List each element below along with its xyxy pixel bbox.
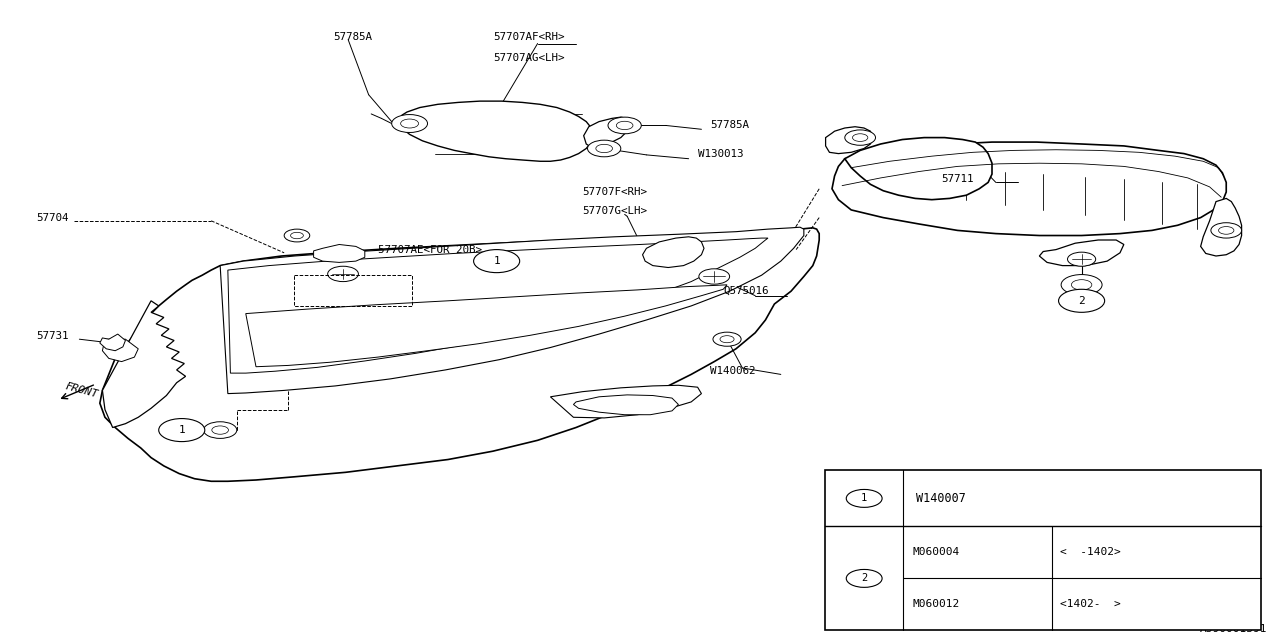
Text: 1: 1 — [493, 256, 500, 266]
Circle shape — [1061, 275, 1102, 295]
Text: A590001391: A590001391 — [1199, 623, 1267, 634]
Text: Q575016: Q575016 — [723, 286, 769, 296]
Text: 57711: 57711 — [941, 174, 973, 184]
Circle shape — [401, 119, 419, 128]
Polygon shape — [246, 285, 727, 367]
Text: <  -1402>: < -1402> — [1060, 547, 1121, 557]
Polygon shape — [102, 301, 186, 428]
Circle shape — [595, 144, 613, 153]
Circle shape — [211, 426, 228, 435]
Text: 57704: 57704 — [36, 212, 68, 223]
Polygon shape — [573, 395, 678, 415]
Bar — [824, 470, 1261, 630]
Circle shape — [291, 232, 303, 239]
Circle shape — [846, 570, 882, 588]
Text: 57785A: 57785A — [333, 32, 371, 42]
Circle shape — [845, 130, 876, 145]
Circle shape — [852, 134, 868, 141]
Polygon shape — [643, 237, 704, 268]
Polygon shape — [100, 334, 125, 351]
Polygon shape — [832, 142, 1226, 236]
Polygon shape — [100, 228, 819, 481]
Circle shape — [204, 422, 237, 438]
Circle shape — [392, 115, 428, 132]
Polygon shape — [220, 227, 804, 394]
Text: FRONT: FRONT — [64, 381, 99, 399]
Polygon shape — [1201, 198, 1242, 256]
Text: 1: 1 — [861, 493, 868, 504]
Text: 57707F<RH>: 57707F<RH> — [582, 187, 648, 197]
Polygon shape — [826, 127, 873, 154]
Polygon shape — [399, 101, 595, 161]
Text: 57707AF<RH>: 57707AF<RH> — [493, 32, 564, 42]
Text: 57731: 57731 — [36, 331, 68, 341]
Text: 57785A: 57785A — [710, 120, 749, 130]
Polygon shape — [1039, 240, 1124, 266]
Circle shape — [1211, 223, 1242, 238]
Circle shape — [1219, 227, 1234, 234]
Polygon shape — [550, 385, 701, 418]
Text: M060004: M060004 — [913, 547, 960, 557]
Circle shape — [284, 229, 310, 242]
Circle shape — [713, 332, 741, 346]
Text: 1: 1 — [178, 425, 186, 435]
Circle shape — [699, 269, 730, 284]
Circle shape — [328, 266, 358, 282]
Text: 57707G<LH>: 57707G<LH> — [582, 206, 648, 216]
Circle shape — [617, 122, 634, 130]
Circle shape — [588, 140, 621, 157]
Text: M000344: M000344 — [314, 276, 360, 287]
Text: 57707AG<LH>: 57707AG<LH> — [493, 52, 564, 63]
Circle shape — [159, 419, 205, 442]
Text: W130013: W130013 — [698, 148, 744, 159]
Text: W140007: W140007 — [916, 492, 966, 505]
Polygon shape — [228, 238, 768, 373]
Circle shape — [1071, 280, 1092, 290]
Text: W140062: W140062 — [710, 366, 756, 376]
Text: <1402-  >: <1402- > — [1060, 600, 1121, 609]
Text: 2: 2 — [1078, 296, 1085, 306]
Circle shape — [846, 490, 882, 508]
Circle shape — [1068, 252, 1096, 266]
Circle shape — [608, 117, 641, 134]
Text: 57707AE<FOR 20B>: 57707AE<FOR 20B> — [378, 244, 481, 255]
Circle shape — [1059, 289, 1105, 312]
Polygon shape — [845, 138, 992, 200]
Text: 2: 2 — [861, 573, 868, 584]
Text: M060012: M060012 — [913, 600, 960, 609]
Text: <FOR 20B>: <FOR 20B> — [314, 292, 372, 303]
Polygon shape — [102, 339, 138, 362]
Polygon shape — [314, 244, 365, 262]
Circle shape — [719, 336, 735, 343]
Polygon shape — [584, 117, 630, 147]
Circle shape — [474, 250, 520, 273]
